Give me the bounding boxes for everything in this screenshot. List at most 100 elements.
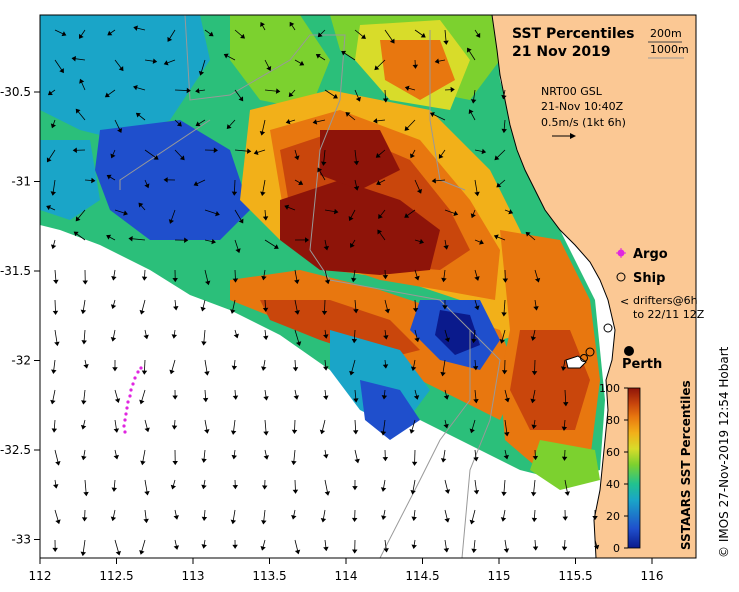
current-arrow-head: [413, 395, 420, 400]
current-arrow-head: [374, 65, 380, 71]
current-arrow-head: [294, 155, 300, 161]
current-arrow-head: [324, 491, 331, 496]
current-arrow-head: [232, 544, 238, 549]
colorbar-title: SSTAARS SST Percentiles: [679, 380, 693, 550]
current-arrow-head: [259, 130, 266, 136]
current-arrow-head: [404, 213, 410, 218]
colorbar-tick-label: 100: [599, 382, 620, 395]
current-arrow-head: [171, 425, 178, 430]
current-arrow-head: [51, 369, 57, 374]
current-arrow-head: [110, 304, 117, 310]
current-arrow-head: [499, 339, 505, 344]
current-arrow-head: [139, 550, 145, 555]
colorbar-tick-label: 20: [606, 510, 620, 523]
current-arrow-head: [208, 31, 214, 37]
plot-area: [40, 15, 696, 558]
current-arrow-head: [144, 427, 150, 433]
current-arrow-head: [323, 366, 329, 371]
current-arrow-head: [46, 157, 52, 163]
current-arrow-head: [202, 397, 209, 403]
current-arrow-head: [320, 518, 327, 523]
legend-argo: Argo: [633, 247, 668, 262]
current-arrow-head: [496, 182, 502, 188]
current-arrow-head: [323, 395, 329, 400]
current-arrow-head: [453, 210, 459, 216]
current-arrow-head: [525, 231, 531, 237]
current-arrow-head: [50, 244, 57, 250]
current-arrow-head: [431, 178, 436, 184]
current-arrow-head: [73, 231, 79, 237]
current-arrow-head: [138, 202, 144, 208]
current-arrow-head: [312, 119, 318, 125]
current-arrow-head: [106, 234, 112, 240]
current-arrow-head: [81, 340, 87, 345]
current-arrow-head: [72, 147, 77, 153]
current-arrow-head: [284, 204, 290, 210]
current-arrow-head: [91, 177, 96, 184]
current-arrow-head: [503, 548, 510, 553]
current-arrow-head: [201, 516, 208, 522]
current-arrow-head: [172, 460, 178, 466]
current-arrow-head: [410, 366, 417, 372]
legend-drifters-2: to 22/11 12Z: [633, 308, 705, 321]
x-tick-label: 114: [335, 569, 358, 583]
current-arrow-head: [530, 491, 537, 497]
colorbar-tick-label: 60: [606, 446, 620, 459]
current-arrow-head: [83, 363, 89, 369]
argo-legend-icon: [616, 248, 626, 258]
current-arrow-head: [501, 370, 508, 375]
current-arrow-head: [414, 275, 420, 281]
current-arrow-head: [263, 431, 269, 436]
current-arrow-head: [289, 21, 295, 27]
current-arrow-head: [317, 167, 323, 173]
current-arrow-head: [240, 33, 245, 39]
current-arrow-head: [263, 335, 269, 341]
current-arrow-head: [117, 128, 123, 133]
current-arrow-head: [382, 456, 389, 462]
current-arrow-head: [114, 398, 121, 403]
current-arrow-head: [419, 238, 425, 245]
current-arrow-head: [467, 47, 472, 53]
current-arrow-head: [232, 278, 239, 283]
argo-point: [126, 400, 130, 404]
current-arrow-head: [561, 366, 567, 371]
current-arrow-head: [474, 191, 480, 197]
current-arrow-head: [205, 280, 211, 286]
current-arrow-head: [106, 174, 112, 180]
current-arrow-head: [172, 395, 178, 400]
current-arrow-head: [353, 309, 359, 314]
current-arrow-head: [381, 395, 388, 400]
current-arrow-head: [360, 34, 366, 39]
current-arrow-head: [75, 108, 81, 114]
current-arrow-head: [381, 515, 387, 520]
current-arrow-head: [50, 399, 56, 405]
current-arrow-head: [500, 517, 507, 522]
current-arrow-head: [261, 366, 267, 371]
argo-point: [131, 382, 135, 386]
current-arrow-head: [494, 155, 500, 161]
current-arrow-head: [230, 430, 237, 435]
current-arrow-head: [564, 491, 570, 496]
current-arrow-head: [404, 85, 410, 91]
current-arrow-head: [380, 431, 387, 436]
current-arrow-head: [298, 180, 304, 186]
current-arrow-head: [444, 489, 451, 494]
current-arrow-head: [501, 128, 507, 134]
argo-point: [123, 418, 127, 422]
current-arrow-head: [333, 208, 339, 215]
y-tick-label: -32.5: [0, 443, 31, 457]
current-arrow-head: [80, 309, 87, 315]
current-arrow-head: [253, 149, 259, 155]
current-arrow-head: [83, 491, 89, 497]
current-arrow-head: [46, 205, 52, 211]
x-tick-label: 116: [641, 569, 664, 583]
current-arrow-head: [411, 461, 418, 466]
sst-field: [40, 15, 605, 490]
current-arrow-head: [54, 341, 60, 347]
current-arrow-head: [323, 334, 329, 339]
x-tick-label: 115: [488, 569, 511, 583]
x-tick-label: 113.5: [252, 569, 286, 583]
current-arrow-head: [444, 337, 451, 343]
current-arrow-head: [442, 305, 448, 310]
current-arrow-head: [195, 88, 200, 94]
